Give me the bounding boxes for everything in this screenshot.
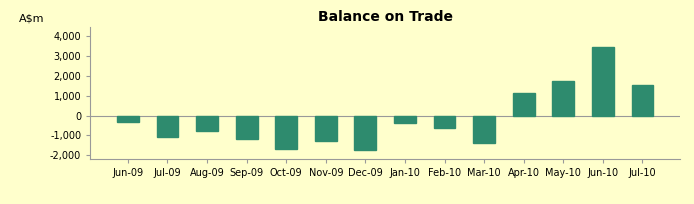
Bar bbox=[196, 116, 218, 131]
Bar bbox=[315, 116, 337, 141]
Bar bbox=[473, 116, 495, 143]
Bar bbox=[276, 116, 297, 149]
Bar bbox=[592, 47, 613, 116]
Bar bbox=[236, 116, 257, 139]
Bar bbox=[117, 116, 139, 122]
Title: Balance on Trade: Balance on Trade bbox=[318, 10, 452, 24]
Y-axis label: A$m: A$m bbox=[19, 14, 44, 24]
Bar bbox=[157, 116, 178, 137]
Bar bbox=[513, 93, 534, 116]
Bar bbox=[632, 85, 653, 116]
Bar bbox=[434, 116, 455, 129]
Bar bbox=[355, 116, 376, 150]
Bar bbox=[394, 116, 416, 123]
Bar bbox=[552, 81, 574, 116]
